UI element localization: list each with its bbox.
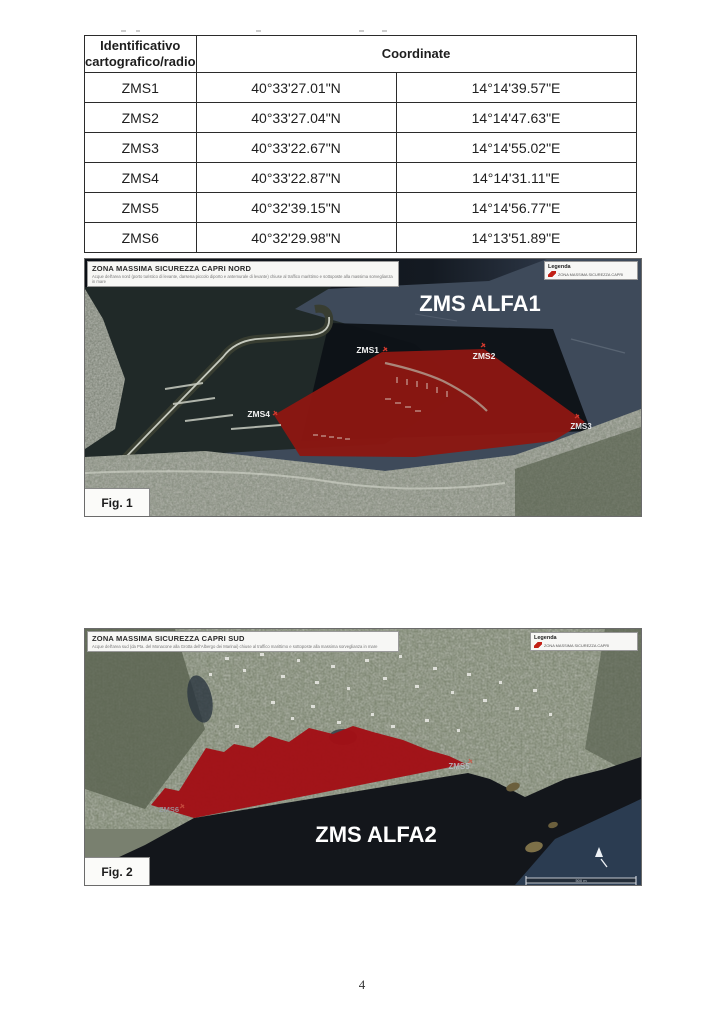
zms-lat: 40°32'29.98"N	[195, 222, 397, 253]
zms-lon: 14°13'51.89"E	[395, 222, 637, 253]
scale-bar: 500 m	[525, 876, 637, 885]
zms-id: ZMS6	[84, 222, 197, 253]
page-number: 4	[358, 977, 366, 992]
fig2-legend-title: Legenda	[534, 635, 557, 641]
faraglioni-rock	[548, 821, 558, 829]
zms2-marker-icon	[480, 342, 486, 348]
red-zone-swatch-icon	[534, 642, 542, 648]
boat-wake	[414, 313, 458, 322]
faraglioni-rock	[506, 782, 520, 792]
zms-alfa1-red-zone	[274, 349, 585, 457]
zms-id: ZMS5	[84, 192, 197, 223]
vegetation-east	[585, 629, 641, 779]
table-row: ZMS4 40°33'22.87"N 14°14'31.11"E	[84, 162, 637, 193]
fig2-subtitle: Acque dell'area sud (da Pta. del Monacon…	[92, 644, 378, 649]
fig1-satellite-canvas: ZMS ALFA1 ZMS1 ZMS2 ZMS3 ZMS4	[85, 259, 641, 516]
boat-wake	[570, 338, 626, 354]
faraglioni-rock	[525, 841, 543, 853]
zms-lon: 14°14'56.77"E	[395, 192, 637, 223]
fig2-legend-item: ZONA MASSIMA SICUREZZA CAPRI	[544, 642, 610, 648]
zms5-label: ZMS5	[448, 762, 470, 771]
zms6-label: ZMS6	[159, 805, 179, 814]
zone-alfa2-label: ZMS ALFA2	[315, 822, 436, 847]
zms-id: ZMS1	[84, 72, 197, 103]
zms1-marker-icon	[382, 346, 388, 352]
header-identificativo: Identificativo cartografico/radio	[84, 35, 197, 73]
zms-lon: 14°14'47.63"E	[395, 102, 637, 133]
zms6-marker-icon	[179, 803, 185, 809]
harbour-piers	[164, 382, 282, 430]
fig2-title: ZONA MASSIMA SICUREZZA CAPRI SUD	[92, 634, 245, 643]
table-header-row: Identificativo cartografico/radio Coordi…	[84, 35, 637, 73]
zms-lon: 14°14'31.11"E	[395, 162, 637, 193]
table-row: ZMS6 40°32'29.98"N 14°13'51.89"E	[84, 222, 637, 253]
fig2-legend-box: Legenda ZONA MASSIMA SICUREZZA CAPRI	[530, 632, 638, 651]
fig1-legend-item: ZONA MASSIMA SICUREZZA CAPRI	[558, 271, 624, 277]
town-noise-dark	[85, 409, 641, 516]
fig1-title-box: ZONA MASSIMA SICUREZZA CAPRI NORD Acque …	[87, 261, 399, 287]
page-artifact	[121, 30, 126, 32]
header-coordinate: Coordinate	[195, 35, 637, 73]
zms-lat: 40°33'27.04"N	[195, 102, 397, 133]
fig2-satellite-canvas: ZMS ALFA2 ZMS5 ZMS6 500 m	[85, 629, 641, 885]
page-artifact	[136, 30, 140, 32]
zms4-label: ZMS4	[247, 409, 270, 419]
zms-lat: 40°33'27.01"N	[195, 72, 397, 103]
gorge-shadow	[187, 675, 213, 723]
page-artifact	[256, 30, 261, 32]
fig1-legend-box: Legenda ZONA MASSIMA SICUREZZA CAPRI	[544, 261, 638, 280]
vegetation-west	[85, 629, 205, 809]
table-row: ZMS2 40°33'27.04"N 14°14'47.63"E	[84, 102, 637, 133]
scale-label: 500 m	[575, 878, 587, 883]
fig1-title: ZONA MASSIMA SICUREZZA CAPRI NORD	[92, 264, 252, 273]
zone-alfa1-label: ZMS ALFA1	[419, 291, 540, 316]
moored-boats	[313, 377, 448, 440]
table-row: ZMS5 40°32'39.15"N 14°14'56.77"E	[84, 192, 637, 223]
zms-id: ZMS3	[84, 132, 197, 163]
table-row: ZMS1 40°33'27.01"N 14°14'39.57"E	[84, 72, 637, 103]
figure-1-map: ZMS ALFA1 ZMS1 ZMS2 ZMS3 ZMS4 ZONA MASSI…	[84, 258, 642, 517]
page-artifact	[359, 30, 364, 32]
zms-id: ZMS2	[84, 102, 197, 133]
sea-south-dark	[85, 757, 641, 885]
zms-lat: 40°33'22.67"N	[195, 132, 397, 163]
breakwater-road	[98, 316, 331, 486]
zms-lon: 14°14'55.02"E	[395, 132, 637, 163]
fig1-caption: Fig. 1	[85, 488, 150, 516]
fig1-subtitle: Acque dell'area nord (porto turistico di…	[92, 274, 393, 284]
coordinates-table: Identificativo cartografico/radio Coordi…	[84, 35, 637, 253]
fig1-legend-title: Legenda	[548, 264, 571, 270]
coast-road	[85, 470, 506, 490]
fig2-title-box: ZONA MASSIMA SICUREZZA CAPRI SUD Acque d…	[87, 631, 399, 652]
zms-lon: 14°14'39.57"E	[395, 72, 637, 103]
north-arrow-icon	[595, 847, 608, 868]
zms-alfa2-red-zone	[151, 726, 466, 818]
figure-2-map: ZMS ALFA2 ZMS5 ZMS6 500 m ZONA MASSIMA S…	[84, 628, 642, 886]
sea-southeast-slate	[515, 799, 641, 885]
zms-lat: 40°32'39.15"N	[195, 192, 397, 223]
page-artifact	[382, 30, 387, 32]
zms-id: ZMS4	[84, 162, 197, 193]
zms1-label: ZMS1	[356, 345, 379, 355]
coast-west-noise	[85, 289, 125, 449]
zms4-marker-icon	[272, 410, 278, 416]
table-row: ZMS3 40°33'22.67"N 14°14'55.02"E	[84, 132, 637, 163]
red-zone-swatch-icon	[548, 271, 556, 277]
zms-lat: 40°33'22.87"N	[195, 162, 397, 193]
zms3-label: ZMS3	[570, 422, 592, 431]
fig2-caption: Fig. 2	[85, 857, 150, 885]
zms2-label: ZMS2	[473, 351, 496, 361]
pier-curve	[384, 361, 488, 412]
zms5-marker-icon	[467, 758, 473, 764]
zms3-marker-icon	[574, 413, 580, 419]
vegetation-southeast	[515, 427, 641, 516]
